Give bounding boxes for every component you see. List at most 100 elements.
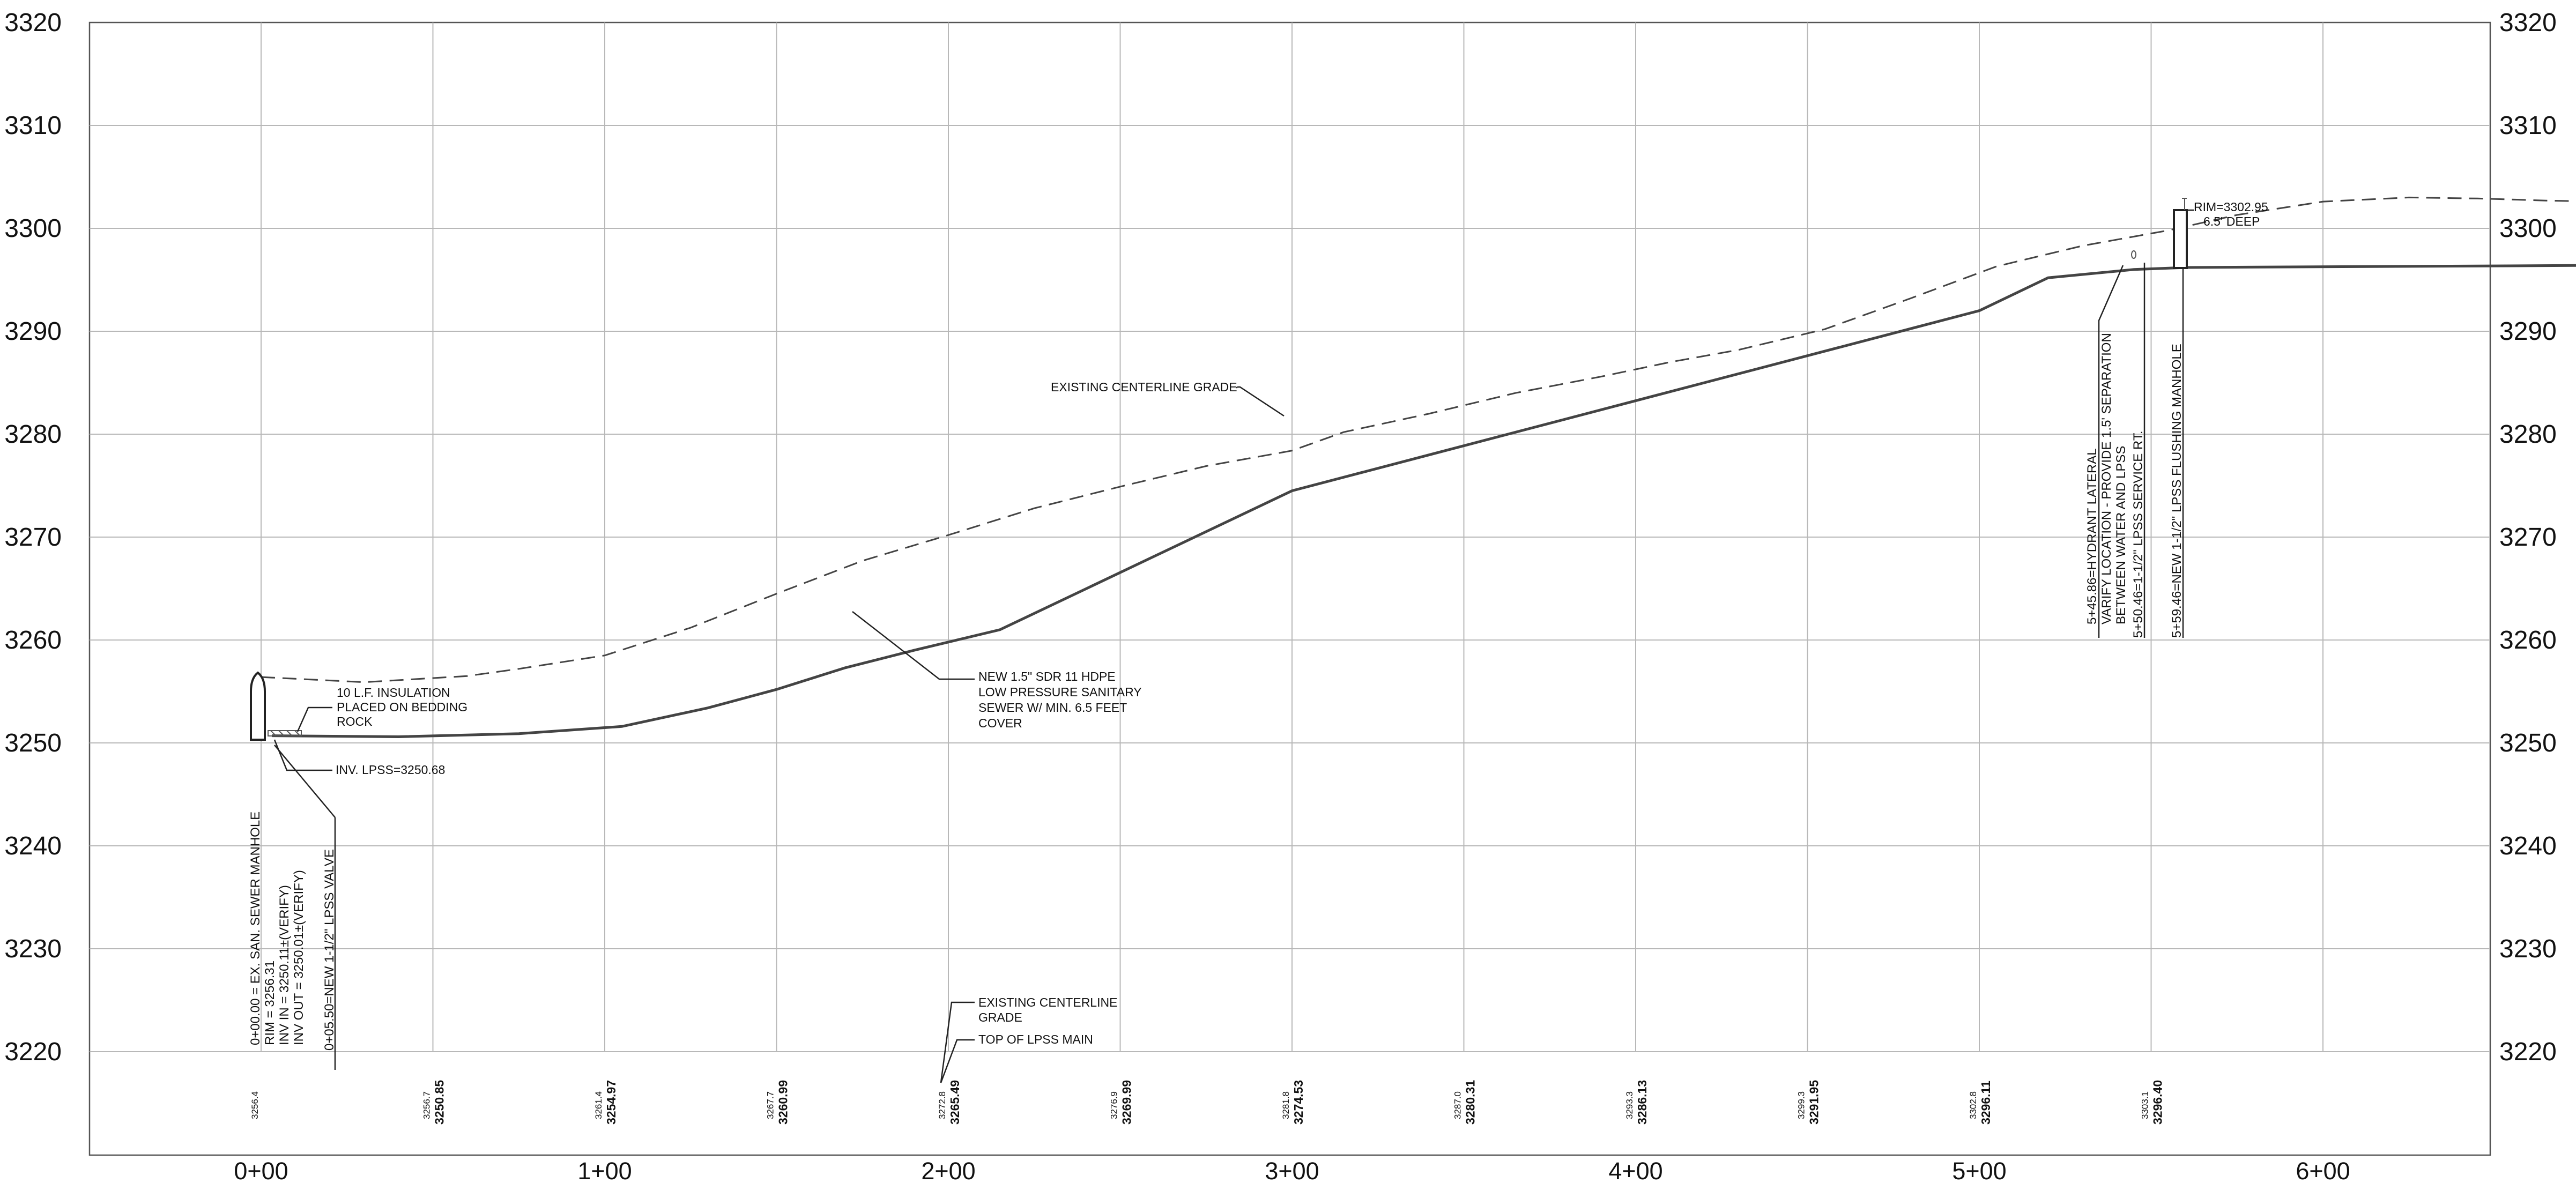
existing-grade-elevation: 3261.4 xyxy=(593,1091,604,1119)
elevation-label-right: 3290 xyxy=(2499,317,2557,346)
existing-grade-elevation: 3256.4 xyxy=(250,1091,260,1119)
insulation-hatch-line xyxy=(278,730,285,736)
elevation-label-left: 3320 xyxy=(4,9,62,37)
station-label: 5+00 xyxy=(1952,1157,2006,1185)
elevation-label-right: 3270 xyxy=(2499,523,2557,552)
elevation-label-left: 3310 xyxy=(4,111,62,140)
hydrant-marker-icon xyxy=(2131,250,2136,259)
flushing-note: 5+59.46=NEW 1-1/2" LPSS FLUSHING MANHOLE xyxy=(2170,344,2184,638)
grade-elevation-labels: 3256.4 3256.7 3250.85 3261.4 3254.97 3267.7 32… xyxy=(250,1080,2165,1125)
existing-manhole-icon xyxy=(250,671,266,741)
pipe-grade-elevation: 3296.11 xyxy=(1979,1081,1993,1125)
elevation-labels: 3320 3320 3310 3310 3300 3300 3290 3290 3280 3280… xyxy=(4,9,2557,1066)
elevation-label-left: 3230 xyxy=(4,935,62,963)
invert-label: INV. LPSS=3250.68 xyxy=(336,763,445,777)
insulation-hatch-line xyxy=(286,730,293,736)
elevation-label-left: 3270 xyxy=(4,523,62,552)
pipe-grade-elevation: 3280.31 xyxy=(1464,1080,1478,1125)
existing-grade-elevation: 3293.3 xyxy=(1624,1091,1635,1119)
existing-grade-elevation: 3303.1 xyxy=(2140,1091,2150,1119)
existing-grade-elevation: 3256.7 xyxy=(422,1091,432,1119)
legend-existing-leader xyxy=(940,1001,975,1083)
existing-grade-elevation: 3276.9 xyxy=(1109,1091,1119,1119)
insulation-leader xyxy=(296,706,332,732)
legend-existing-line: GRADE xyxy=(978,1010,1022,1024)
elevation-label-left: 3300 xyxy=(4,214,62,243)
pipe-label-line: SEWER W/ MIN. 6.5 FEET xyxy=(978,701,1127,715)
existing-grade-elevation: 3287.0 xyxy=(1453,1091,1463,1119)
elevation-label-right: 3320 xyxy=(2499,9,2557,37)
pipe-grade-elevation: 3291.95 xyxy=(1807,1080,1821,1125)
elevation-label-left: 3280 xyxy=(4,420,62,449)
flushing-manhole-icon xyxy=(2173,209,2188,269)
pipe-grade-elevation: 3269.99 xyxy=(1120,1080,1134,1125)
station-label: 4+00 xyxy=(1608,1157,1662,1185)
rim-note-line: 6.5' DEEP xyxy=(2203,214,2260,228)
elevation-label-right: 3260 xyxy=(2499,626,2557,654)
elevation-label-right: 3240 xyxy=(2499,832,2557,860)
manhole-start-note: 0+00.00 = EX. SAN. SEWER MANHOLE RIM = 3… xyxy=(248,812,306,1045)
pipe-description-label: NEW 1.5" SDR 11 HDPE LOW PRESSURE SANITA… xyxy=(978,669,1142,730)
insulation-hatch-line xyxy=(270,730,277,736)
pipe-label-line: NEW 1.5" SDR 11 HDPE xyxy=(978,669,1116,683)
pipe-grade-elevation: 3265.49 xyxy=(948,1080,962,1125)
insulation-note-line: 10 L.F. INSULATION xyxy=(337,686,450,700)
station-label: 1+00 xyxy=(577,1157,632,1185)
station-labels: 0+00 1+00 2+00 3+00 4+00 5+00 6+00 xyxy=(234,1157,2350,1185)
existing-grade-label: EXISTING CENTERLINE GRADE xyxy=(1051,380,1237,394)
pipe-label-line: COVER xyxy=(978,716,1022,730)
insulation-note-line: ROCK xyxy=(337,715,373,728)
elevation-label-right: 3250 xyxy=(2499,729,2557,757)
insulation-hatch xyxy=(268,730,302,736)
existing-grade-elevation: 3272.8 xyxy=(937,1091,947,1119)
elevation-label-right: 3300 xyxy=(2499,214,2557,243)
line-type-legend: EXISTING CENTERLINE GRADE TOP OF LPSS MA… xyxy=(978,995,1117,1046)
rim-note-line: RIM=3302.95 xyxy=(2194,200,2268,214)
elevation-label-right: 3230 xyxy=(2499,935,2557,963)
existing-grade-leader xyxy=(1237,386,1285,417)
pipe-grade-elevation: 3274.53 xyxy=(1291,1080,1305,1125)
elevation-label-left: 3220 xyxy=(4,1038,62,1066)
elevation-label-left: 3240 xyxy=(4,832,62,860)
existing-grade-elevation: 3299.3 xyxy=(1796,1091,1807,1119)
valve-leader xyxy=(274,745,336,818)
pipe-label-line: LOW PRESSURE SANITARY xyxy=(978,685,1142,699)
elevation-label-right: 3280 xyxy=(2499,420,2557,449)
legend-pipe-line: TOP OF LPSS MAIN xyxy=(978,1032,1093,1046)
existing-grade-elevation: 3302.8 xyxy=(1968,1091,1978,1119)
insulation-note: 10 L.F. INSULATION PLACED ON BEDDING ROC… xyxy=(337,686,467,728)
service-note: 5+50.46=1-1/2" LPSS SERVICE RT. xyxy=(2131,430,2146,638)
existing-ground-line xyxy=(261,196,2576,683)
profile-grid xyxy=(88,21,2491,1156)
existing-grade-elevation: 3281.8 xyxy=(1281,1091,1291,1119)
hydrant-note-line: 5+45.86=HYDRANT LATERAL xyxy=(2085,448,2099,624)
rim-note: RIM=3302.95 6.5' DEEP xyxy=(2194,200,2268,228)
pipe-grade-elevation: 3260.99 xyxy=(776,1080,790,1125)
profile-frame xyxy=(88,21,2491,1156)
manhole-note-line: 0+00.00 = EX. SAN. SEWER MANHOLE xyxy=(248,812,263,1045)
station-label: 0+00 xyxy=(234,1157,288,1185)
legend-existing-line: EXISTING CENTERLINE xyxy=(978,995,1117,1009)
elevation-label-left: 3250 xyxy=(4,729,62,757)
valve-note: 0+05.50=NEW 1-1/2" LPSS VALVE xyxy=(322,849,337,1051)
elevation-label-right: 3220 xyxy=(2499,1038,2557,1066)
hydrant-note-line: BETWEEN WATER AND LPSS xyxy=(2114,446,2128,624)
pipe-grade-elevation: 3250.85 xyxy=(433,1080,447,1125)
pipe-grade-elevation: 3254.97 xyxy=(604,1080,618,1125)
manhole-note-line: INV OUT = 3250.01±(VERIFY) xyxy=(292,870,306,1045)
station-label: 2+00 xyxy=(921,1157,975,1185)
pipe-label-leader xyxy=(852,611,975,680)
hydrant-leader xyxy=(2098,265,2124,638)
station-label: 6+00 xyxy=(2296,1157,2350,1185)
pipe-profile-line xyxy=(271,264,2576,739)
pipe-grade-elevation: 3296.40 xyxy=(2151,1080,2165,1125)
station-label: 3+00 xyxy=(1265,1157,1319,1185)
existing-grade-elevation: 3267.7 xyxy=(766,1091,776,1119)
hydrant-note-line: VARIFY LOCATION - PROVIDE 1.5' SEPARATIO… xyxy=(2099,333,2114,624)
manhole-note-line: RIM = 3256.31 xyxy=(263,961,277,1045)
legend-pipe-leader xyxy=(940,1039,975,1083)
elevation-label-left: 3260 xyxy=(4,626,62,654)
pipe-grade-elevation: 3286.13 xyxy=(1635,1080,1649,1125)
insulation-hatch-line xyxy=(294,730,301,736)
